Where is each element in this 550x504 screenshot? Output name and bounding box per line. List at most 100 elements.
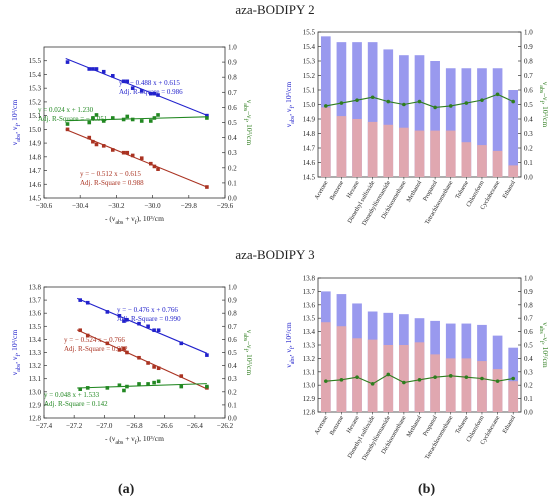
y-tick-label: 15.4	[29, 71, 42, 79]
y2-tick-label: 1.0	[228, 284, 237, 292]
data-point	[146, 361, 150, 365]
bar-fluorescence	[336, 326, 347, 412]
stokes-shift-point	[480, 98, 484, 102]
y-tick-label: 13.6	[303, 301, 316, 309]
stokes-shift-point	[355, 98, 359, 102]
bar-fluorescence	[383, 345, 394, 412]
x-tick-label: −27.4	[36, 422, 53, 430]
data-point	[110, 74, 115, 78]
y2-tick-label: 0.6	[228, 336, 237, 344]
y-tick-label: 15.0	[303, 101, 316, 109]
y2-tick-label: 0.5	[228, 119, 237, 127]
data-point	[130, 86, 135, 90]
y2-tick-label: 0.5	[524, 342, 533, 350]
y-tick-label: 15.1	[29, 112, 42, 120]
data-point	[121, 150, 126, 155]
category-label: Toluene	[454, 414, 470, 435]
y2-tick-label: 0.1	[524, 159, 533, 167]
y-tick-label: 14.7	[303, 145, 316, 153]
stokes-shift-point	[355, 375, 359, 379]
panel-label-b: (b)	[418, 482, 436, 497]
x-tick-label: −27.2	[66, 422, 83, 430]
bar-absorption	[492, 68, 503, 177]
bar-fluorescence	[445, 130, 456, 177]
data-point	[65, 122, 70, 126]
stokes-shift-point	[433, 375, 437, 379]
y-axis-label: νabs, νf, 10³/cm	[10, 100, 22, 145]
data-point	[156, 93, 160, 97]
data-point	[152, 164, 157, 169]
y-tick-label: 12.9	[303, 395, 316, 403]
data-point	[156, 366, 161, 371]
data-point	[156, 167, 160, 171]
bar-fluorescence	[414, 342, 425, 412]
bar-fluorescence	[367, 339, 378, 412]
data-point	[130, 117, 135, 122]
data-point	[121, 79, 126, 84]
data-point	[137, 321, 141, 326]
y-tick-label: 15.3	[303, 58, 316, 66]
y2-tick-label: 0.4	[524, 116, 533, 124]
scatter-chart-aza-bodipy-3: 12.8 12.9 13.0 13.1 13.2 13.3 13.4 13.5 13.6 13.7…	[10, 284, 254, 447]
stokes-shift-point	[464, 375, 469, 379]
y2-tick-label: 0.3	[524, 130, 533, 138]
y2-axis-label: νabs–νf, 10³/cm	[242, 100, 254, 145]
y-tick-label: 15.3	[29, 85, 42, 93]
r-square-label: Adj. R-Square = − 0.051	[38, 115, 108, 123]
y-tick-label: 14.9	[303, 116, 316, 124]
data-point	[91, 139, 95, 144]
y2-axis-label: νabs–νf, 10³/cm	[242, 330, 254, 375]
y2-tick-label: 0.3	[524, 368, 533, 376]
y2-tick-label: 1.0	[524, 29, 533, 37]
y-tick-label: 13.1	[303, 368, 316, 376]
y-tick-label: 13.6	[29, 310, 42, 318]
bar-fluorescence	[492, 150, 503, 177]
y2-tick-label: 0.6	[228, 104, 237, 112]
x-tick-label: −30.0	[144, 202, 161, 210]
y2-tick-label: 0.5	[228, 349, 237, 357]
data-point	[105, 341, 110, 346]
data-point	[179, 341, 184, 346]
data-point	[117, 348, 122, 352]
bar-absorption	[383, 49, 394, 177]
x-tick-label: −26.8	[126, 422, 143, 430]
category-label: Toluene	[454, 179, 470, 200]
y2-tick-label: 0.7	[524, 315, 533, 323]
stokes-shift-point	[339, 101, 344, 105]
data-point	[156, 328, 161, 333]
data-point	[125, 317, 129, 322]
bar-fluorescence	[399, 345, 409, 412]
y2-tick-label: 0.4	[228, 134, 237, 142]
data-point	[152, 328, 156, 333]
data-point	[101, 69, 106, 74]
r-square-label: Adj. R-Square = 0.986	[119, 88, 183, 96]
y-tick-label: 13.7	[29, 297, 42, 305]
data-point	[78, 298, 82, 302]
y-tick-label: 13.1	[29, 375, 42, 383]
y-tick-label: 14.6	[303, 159, 316, 167]
bar-fluorescence	[430, 130, 440, 177]
y-tick-label: 15.2	[303, 72, 316, 80]
data-point	[152, 365, 156, 369]
data-point	[122, 319, 126, 323]
y2-tick-label: 0.6	[524, 328, 533, 336]
stokes-shift-point	[370, 382, 375, 386]
data-point	[148, 119, 153, 123]
data-point	[110, 116, 115, 120]
bar-absorption	[461, 68, 472, 177]
data-point	[125, 79, 130, 84]
bar-absorption	[336, 42, 347, 178]
data-point	[205, 384, 209, 389]
data-point	[94, 113, 99, 117]
equation-label: y = 0.048 x + 1.533	[44, 391, 100, 399]
stokes-shift-point	[448, 374, 453, 378]
y-tick-label: 13.7	[303, 288, 316, 296]
y-tick-label: 14.8	[29, 153, 42, 161]
data-point	[65, 60, 70, 64]
bar-fluorescence	[352, 119, 362, 177]
y2-tick-label: 0.4	[228, 362, 237, 370]
data-point	[78, 328, 82, 333]
y2-axis-label: νabs–νf, 10³/cm	[538, 322, 550, 367]
bar-fluorescence	[461, 142, 472, 177]
bar-fluorescence	[320, 322, 331, 412]
